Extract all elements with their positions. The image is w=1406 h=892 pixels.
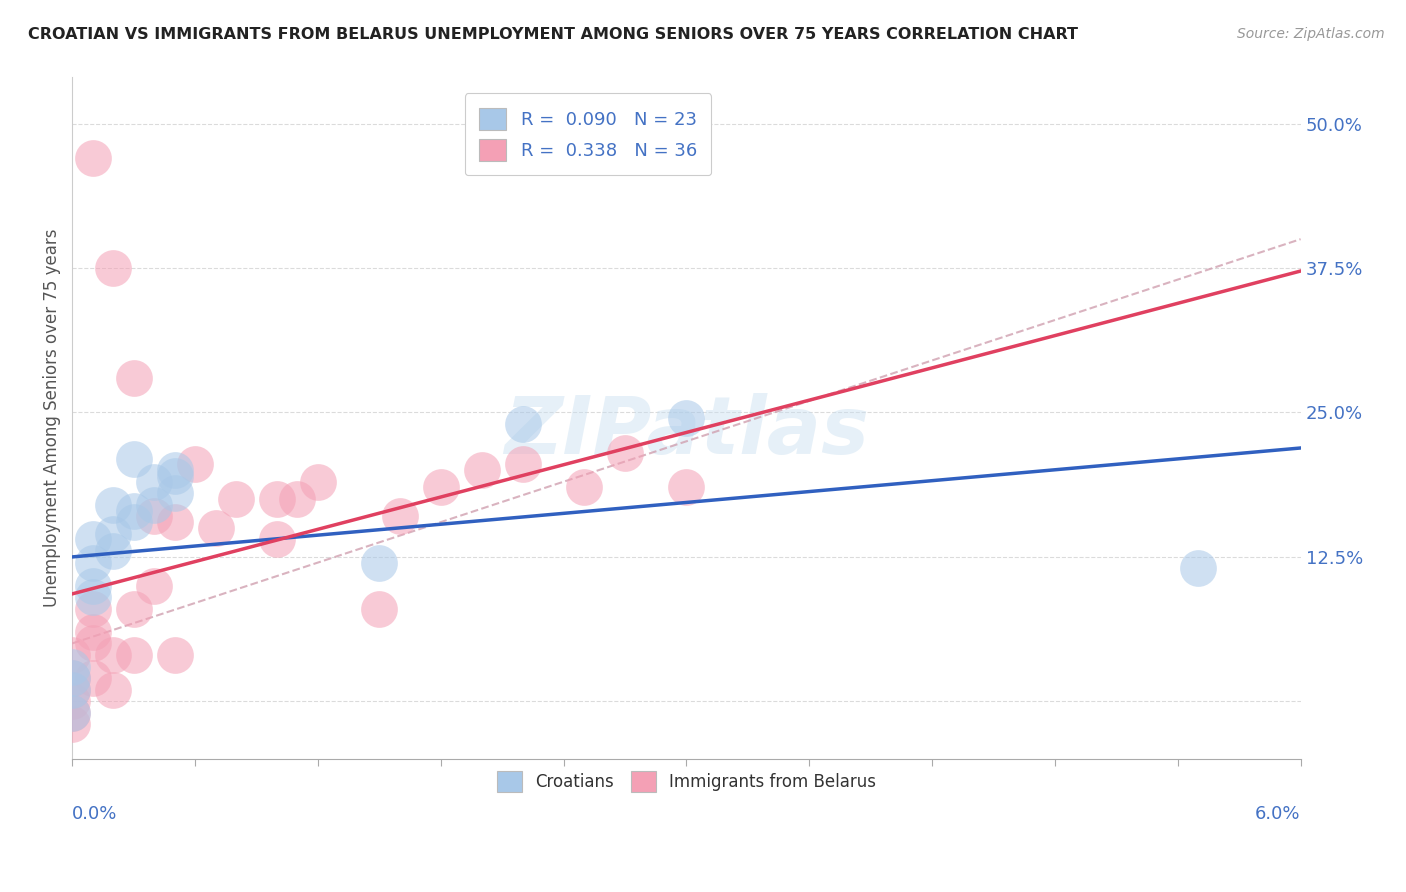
Point [163, 463, 186, 477]
Point [101, 682, 124, 697]
Point [512, 417, 534, 431]
Point [82, 591, 104, 605]
Point [143, 475, 166, 489]
Point [82, 636, 104, 650]
Text: ZIPatlas: ZIPatlas [503, 392, 869, 471]
Point [122, 648, 145, 662]
Point [60, 671, 83, 685]
Point [512, 458, 534, 472]
Point [82, 151, 104, 165]
Point [122, 451, 145, 466]
Point [163, 469, 186, 483]
Point [101, 498, 124, 512]
Point [287, 491, 309, 506]
Point [388, 509, 411, 524]
Text: Source: ZipAtlas.com: Source: ZipAtlas.com [1237, 27, 1385, 41]
Point [60, 682, 83, 697]
Point [122, 515, 145, 529]
Point [122, 601, 145, 615]
Legend: Croatians, Immigrants from Belarus: Croatians, Immigrants from Belarus [491, 764, 883, 798]
Y-axis label: Unemployment Among Seniors over 75 years: Unemployment Among Seniors over 75 years [44, 229, 60, 607]
Point [163, 486, 186, 500]
Point [60, 717, 83, 731]
Point [471, 463, 494, 477]
Point [675, 481, 697, 495]
Point [101, 526, 124, 541]
Point [143, 509, 166, 524]
Text: CROATIAN VS IMMIGRANTS FROM BELARUS UNEMPLOYMENT AMONG SENIORS OVER 75 YEARS COR: CROATIAN VS IMMIGRANTS FROM BELARUS UNEM… [28, 27, 1078, 42]
Point [163, 648, 186, 662]
Point [184, 458, 207, 472]
Point [82, 556, 104, 570]
Point [82, 671, 104, 685]
Point [60, 706, 83, 720]
Point [143, 579, 166, 593]
Point [60, 682, 83, 697]
Point [266, 491, 288, 506]
Point [82, 579, 104, 593]
Point [101, 648, 124, 662]
Point [614, 446, 637, 460]
Point [60, 671, 83, 685]
Point [429, 481, 451, 495]
Point [82, 533, 104, 547]
Point [307, 475, 329, 489]
Point [675, 411, 697, 425]
Point [60, 659, 83, 673]
Point [1187, 561, 1209, 575]
Point [122, 370, 145, 384]
Point [60, 706, 83, 720]
Point [60, 694, 83, 708]
Point [204, 521, 226, 535]
Point [225, 491, 247, 506]
Point [101, 260, 124, 275]
Text: 6.0%: 6.0% [1256, 805, 1301, 823]
Point [572, 481, 595, 495]
Point [368, 556, 391, 570]
Point [266, 533, 288, 547]
Point [82, 624, 104, 639]
Point [60, 648, 83, 662]
Point [143, 498, 166, 512]
Point [82, 601, 104, 615]
Text: 0.0%: 0.0% [72, 805, 118, 823]
Point [368, 601, 391, 615]
Point [122, 503, 145, 517]
Point [101, 544, 124, 558]
Point [163, 515, 186, 529]
